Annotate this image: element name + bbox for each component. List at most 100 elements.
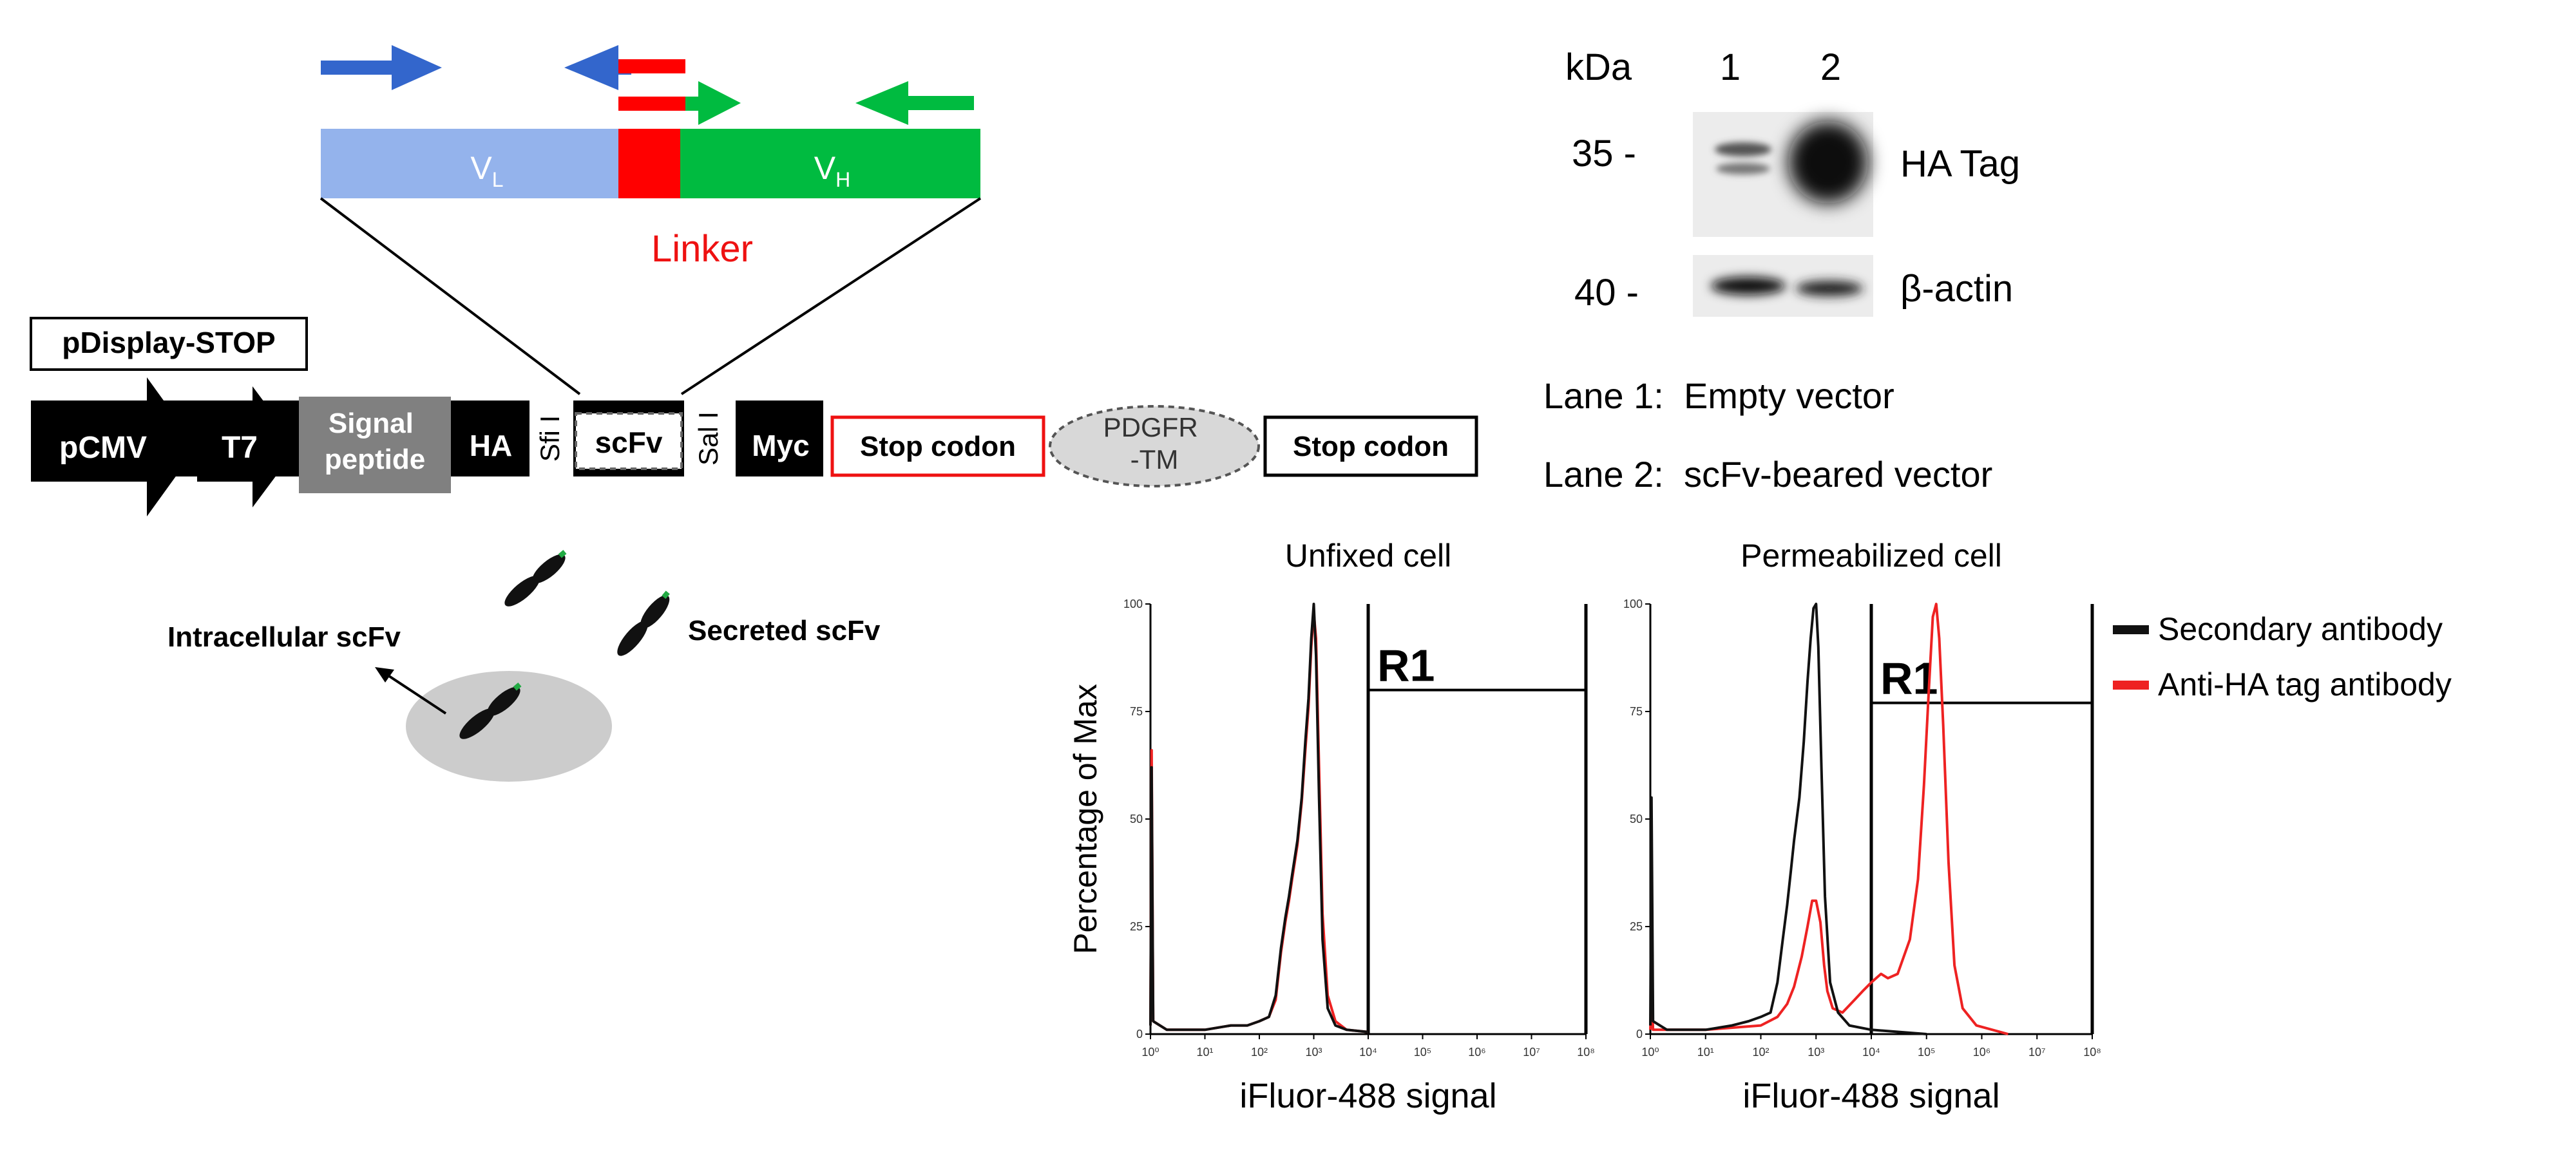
y-tick-label: 0 <box>1136 1028 1143 1041</box>
intracellular-pointer-head <box>375 667 394 683</box>
y-tick-label: 50 <box>1630 813 1643 825</box>
vh-segment <box>680 129 980 198</box>
x-tick-label: 10² <box>1752 1046 1769 1059</box>
series-line-secondary-antibody <box>1649 603 1927 1035</box>
pdgfr-tm-ellipse <box>1049 405 1260 487</box>
marker-40: 40 - <box>1574 272 1639 314</box>
western-blot-panel: kDa 1 2 35 - 40 - HA Tag β-actin Lane 1:… <box>1543 46 2020 495</box>
chart-title: Unfixed cell <box>1285 538 1451 574</box>
x-tick-label: 10⁶ <box>1973 1046 1990 1059</box>
legend-swatch-anti-ha <box>2113 681 2149 690</box>
scfv-insert-label: scFv <box>595 426 663 459</box>
x-tick-label: 10⁰ <box>1141 1046 1159 1059</box>
zoom-line-right <box>680 197 982 395</box>
histogram-legend: Secondary antibody Anti-HA tag antibody <box>2113 611 2452 702</box>
actin-band-lane-1 <box>1711 277 1786 295</box>
cell-body <box>406 671 612 782</box>
vh-label: VH <box>814 150 850 191</box>
x-axis-label: iFluor-488 signal <box>1742 1077 1999 1115</box>
series-line-secondary-antibody <box>1149 603 1369 1033</box>
ha-label: HA <box>470 429 512 462</box>
x-tick-label: 10⁵ <box>1918 1046 1935 1059</box>
scfv-insert-box <box>575 412 683 470</box>
sal-label: Sal I <box>693 411 723 466</box>
ha-band-lane-1-upper <box>1715 142 1771 156</box>
vh-reverse-primer-arrow <box>855 81 974 125</box>
stop-codon-1-label: Stop codon <box>860 431 1016 462</box>
stop-codon-2-label: Stop codon <box>1293 431 1449 462</box>
lane-1-number: 1 <box>1720 46 1741 88</box>
gate-label: R1 <box>1377 641 1435 691</box>
x-tick-label: 10⁷ <box>2028 1046 2046 1059</box>
chart-title: Permeabilized cell <box>1741 538 2002 574</box>
linker-label: Linker <box>651 228 753 270</box>
flow-cytometry-panel: 0 25 50 75 100 10⁰ 10¹ 10² 10³ 10⁴ 10⁵ 10⁶ 10⁷ 10⁸ R1 U… <box>1067 538 2452 1115</box>
unfixed-cell-histogram: 0 25 50 75 100 10⁰ 10¹ 10² 10³ 10⁴ 10⁵ 10⁶ 10⁷ 10⁸ R1 U… <box>1067 538 1595 1115</box>
pcmv-label: pCMV <box>59 431 147 465</box>
signal-peptide-label: Signal peptide <box>325 408 425 475</box>
x-tick-label: 10³ <box>1305 1046 1322 1059</box>
zoom-line-left <box>320 197 581 395</box>
x-tick-label: 10² <box>1251 1046 1268 1059</box>
legend-label-anti-ha: Anti-HA tag antibody <box>2158 666 2452 702</box>
y-tick-label: 100 <box>1123 598 1143 610</box>
pdgfr-tm-label: PDGFR -TM <box>1103 412 1206 475</box>
actin-band-label: β-actin <box>1900 268 2013 310</box>
vl-label: VL <box>470 150 503 191</box>
linker-primer-bar-bottom <box>618 97 685 111</box>
vector-name-box <box>30 317 308 371</box>
x-tick-label: 10⁸ <box>1577 1046 1595 1059</box>
intracellular-pointer-line <box>384 672 447 715</box>
x-tick-label: 10⁴ <box>1359 1046 1377 1059</box>
stop-codon-1-box <box>830 415 1045 477</box>
sfi-site-box <box>530 401 573 476</box>
x-tick-label: 10⁵ <box>1414 1046 1431 1059</box>
y-tick-label: 25 <box>1630 920 1643 933</box>
vh-forward-primer-arrow <box>685 81 741 125</box>
y-tick-label: 75 <box>1130 705 1143 718</box>
x-tick-label: 10⁴ <box>1862 1046 1880 1059</box>
x-tick-label: 10⁸ <box>2083 1046 2101 1059</box>
t7-label: T7 <box>222 431 258 465</box>
series-line-anti-ha-tag-antibody <box>1649 603 2008 1035</box>
vl-forward-primer-arrow <box>321 45 442 90</box>
y-tick-label: 0 <box>1636 1028 1643 1041</box>
y-tick-label: 75 <box>1630 705 1643 718</box>
linker-primer-bar-top <box>618 59 685 73</box>
sal-site-box <box>684 401 736 476</box>
legend-label-secondary: Secondary antibody <box>2158 611 2443 647</box>
legend-swatch-secondary <box>2113 625 2149 634</box>
myc-label: Myc <box>752 429 809 462</box>
linker-reverse-primer-arrow <box>564 45 631 90</box>
lane-2-number: 2 <box>1820 46 1841 88</box>
x-tick-label: 10¹ <box>1697 1046 1714 1059</box>
x-tick-label: 10⁶ <box>1468 1046 1485 1059</box>
stop-codon-2-box <box>1263 415 1478 477</box>
x-tick-label: 10¹ <box>1196 1046 1213 1059</box>
secreted-scfv-molecule-2 <box>617 590 670 656</box>
linker-segment <box>618 129 680 198</box>
scfv-construct-panel: VL VH Linker pDisplay-STOP pCMV T7 Signa… <box>30 45 1478 516</box>
intracellular-scfv-label: Intracellular scFv <box>167 621 401 653</box>
x-tick-label: 10⁷ <box>1523 1046 1540 1059</box>
actin-band-lane-2 <box>1796 281 1863 296</box>
sfi-label: Sfi I <box>535 415 565 462</box>
y-tick-label: 100 <box>1623 598 1643 610</box>
y-axis-label: Percentage of Max <box>1067 684 1103 954</box>
kda-label: kDa <box>1565 46 1632 88</box>
ha-band-lane-2 <box>1788 121 1868 203</box>
pcmv-promoter <box>31 377 197 516</box>
cell-diagram: Intracellular scFv Secreted scFv <box>167 550 881 782</box>
series-line-anti-ha-tag-antibody <box>1149 611 1369 1033</box>
x-axis-label: iFluor-488 signal <box>1239 1077 1496 1115</box>
vector-name: pDisplay-STOP <box>62 326 275 359</box>
lane-1-legend: Lane 1: Empty vector <box>1543 375 1894 416</box>
y-tick-label: 50 <box>1130 813 1143 825</box>
y-tick-label: 25 <box>1130 920 1143 933</box>
vl-segment <box>321 129 618 198</box>
lane-2-legend: Lane 2: scFv-beared vector <box>1543 454 1992 495</box>
ha-band-lane-1-lower <box>1716 163 1770 174</box>
secreted-scfv-molecule-1 <box>504 550 567 607</box>
